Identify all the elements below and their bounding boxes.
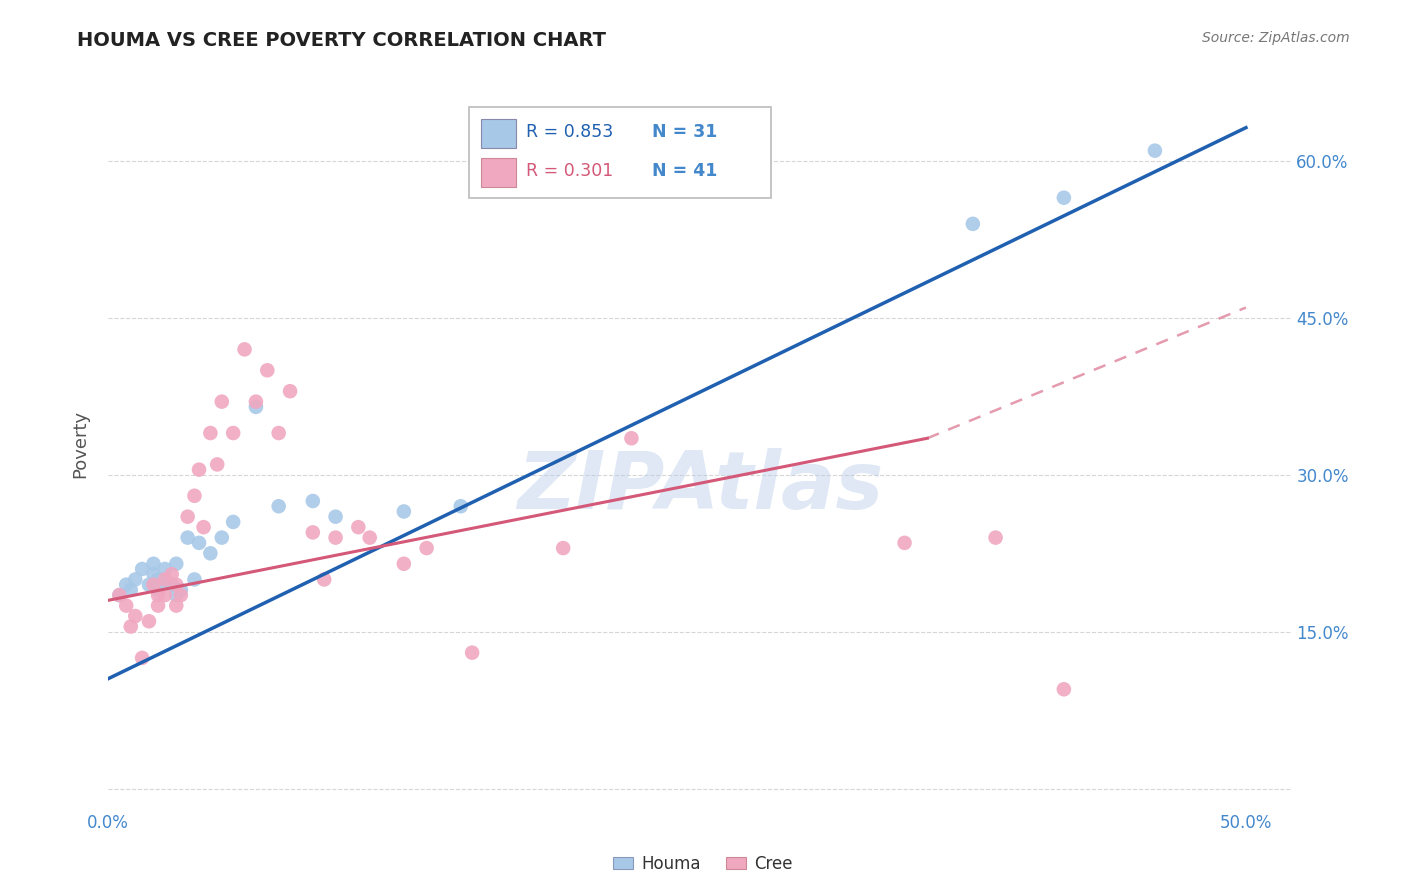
Text: N = 31: N = 31 xyxy=(652,123,717,141)
Point xyxy=(165,557,187,571)
Point xyxy=(142,577,165,591)
Point xyxy=(120,619,142,633)
Text: Source: ZipAtlas.com: Source: ZipAtlas.com xyxy=(1202,31,1350,45)
Point xyxy=(120,582,142,597)
Point xyxy=(131,562,153,576)
Point xyxy=(962,217,984,231)
Point xyxy=(142,567,165,582)
Point xyxy=(124,609,146,624)
Point xyxy=(138,615,160,629)
Point xyxy=(115,599,138,613)
Point xyxy=(193,520,215,534)
Point xyxy=(245,394,267,409)
Point xyxy=(115,577,138,591)
Point xyxy=(553,541,575,555)
Point xyxy=(1143,144,1166,158)
Point xyxy=(170,588,193,602)
Point xyxy=(233,343,256,357)
Point xyxy=(153,588,176,602)
Point xyxy=(392,504,415,518)
Point xyxy=(207,458,229,472)
Point xyxy=(222,515,245,529)
FancyBboxPatch shape xyxy=(481,120,516,148)
Text: ZIPAtlas: ZIPAtlas xyxy=(516,449,883,526)
Point xyxy=(108,588,131,602)
Point xyxy=(200,546,222,560)
Point xyxy=(314,573,336,587)
Point xyxy=(153,573,176,587)
Point xyxy=(893,536,915,550)
Point xyxy=(325,531,347,545)
Text: HOUMA VS CREE POVERTY CORRELATION CHART: HOUMA VS CREE POVERTY CORRELATION CHART xyxy=(77,31,606,50)
Point xyxy=(461,646,484,660)
Text: N = 41: N = 41 xyxy=(652,162,717,180)
Point xyxy=(188,536,211,550)
Point xyxy=(108,588,131,602)
Point xyxy=(176,509,198,524)
Point xyxy=(165,599,187,613)
Point xyxy=(183,489,205,503)
Point xyxy=(278,384,301,399)
FancyBboxPatch shape xyxy=(481,158,516,187)
Point xyxy=(267,425,290,440)
FancyBboxPatch shape xyxy=(470,107,770,198)
Point xyxy=(165,588,187,602)
Point xyxy=(138,577,160,591)
Point xyxy=(222,425,245,440)
Point xyxy=(142,557,165,571)
Point xyxy=(211,531,233,545)
Point xyxy=(301,494,323,508)
Point xyxy=(176,531,198,545)
Point xyxy=(188,462,211,476)
Text: R = 0.301: R = 0.301 xyxy=(526,162,613,180)
Point xyxy=(170,582,193,597)
Legend: Houma, Cree: Houma, Cree xyxy=(606,848,800,880)
Point xyxy=(183,573,205,587)
Point xyxy=(392,557,415,571)
Point xyxy=(415,541,437,555)
Point xyxy=(256,363,278,377)
Point xyxy=(124,573,146,587)
Point xyxy=(325,509,347,524)
Point xyxy=(146,599,169,613)
Point xyxy=(301,525,323,540)
Point xyxy=(200,425,222,440)
Point xyxy=(153,562,176,576)
Point xyxy=(347,520,370,534)
Point xyxy=(267,500,290,514)
Point xyxy=(1053,191,1076,205)
Point xyxy=(450,500,472,514)
Text: R = 0.853: R = 0.853 xyxy=(526,123,613,141)
Point xyxy=(359,531,381,545)
Point xyxy=(211,394,233,409)
Point xyxy=(153,573,176,587)
Point xyxy=(160,577,183,591)
Y-axis label: Poverty: Poverty xyxy=(72,409,89,477)
Point xyxy=(146,588,169,602)
Point xyxy=(146,582,169,597)
Point xyxy=(984,531,1007,545)
Point xyxy=(160,567,183,582)
Point xyxy=(146,573,169,587)
Point xyxy=(245,400,267,414)
Point xyxy=(165,577,187,591)
Point xyxy=(620,431,643,445)
Point xyxy=(1053,682,1076,697)
Point xyxy=(131,651,153,665)
